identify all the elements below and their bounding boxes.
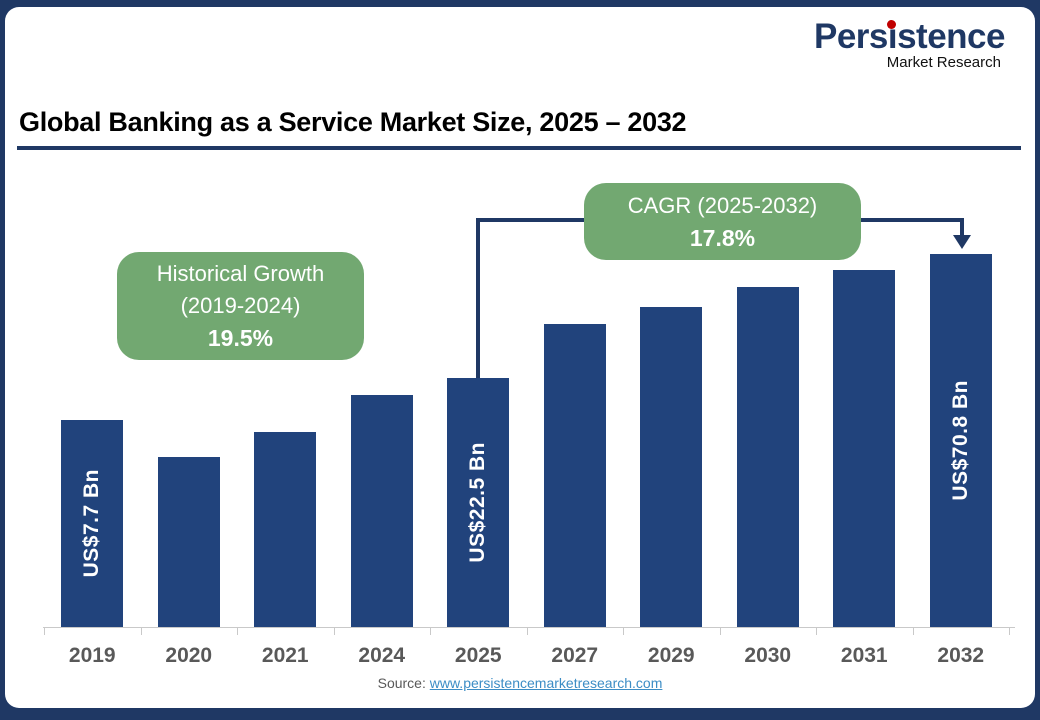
brand-subtitle: Market Research — [886, 54, 1001, 71]
historical-growth-value: 19.5% — [207, 325, 274, 351]
bar-value-label-2032: US$70.8 Bn — [948, 380, 972, 501]
x-tick-label-2024: 2024 — [358, 644, 406, 667]
source-link[interactable]: www.persistencemarketresearch.com — [429, 675, 663, 691]
cagr-callout: CAGR (2025-2032) 17.8% — [584, 183, 861, 260]
x-axis-tick — [430, 628, 431, 635]
x-axis-tick — [912, 628, 914, 635]
page-title: Global Banking as a Service Market Size,… — [19, 107, 687, 137]
x-tick-label-2031: 2031 — [840, 644, 888, 667]
plot-area: US$7.7 Bn 2019 2020 2021 2024 US$22.5 Bn 2025 2… — [5, 7, 1035, 708]
brand-name-text: Persistence — [813, 17, 1006, 56]
brand-logo: Persistence Market Research — [813, 17, 1006, 71]
title-underline — [17, 146, 1021, 150]
bar-value-label-2019: US$7.7 Bn — [80, 469, 104, 578]
bar-2025: US$22.5 Bn — [447, 378, 510, 627]
x-tick-label-2029: 2029 — [647, 644, 695, 667]
bar-2024 — [350, 395, 413, 627]
cagr-value: 17.8% — [689, 224, 756, 251]
x-axis-tick — [1009, 628, 1010, 635]
source-prefix: Source: — [377, 675, 426, 691]
x-tick-label-2032: 2032 — [937, 644, 985, 667]
historical-growth-line2: (2019-2024) — [180, 293, 301, 318]
x-axis-tick — [526, 628, 528, 635]
bar-2031 — [833, 270, 896, 627]
historical-growth-callout: Historical Growth (2019-2024) 19.5% — [117, 252, 364, 360]
historical-growth-line1: Historical Growth — [156, 261, 325, 286]
x-axis-tick — [140, 628, 142, 635]
bar-2027 — [543, 324, 606, 627]
bar-2019: US$7.7 Bn — [61, 420, 124, 627]
bar-2029 — [640, 307, 703, 627]
brand-name: Persistence — [813, 17, 1006, 56]
cagr-bracket-vertical-right — [960, 218, 964, 236]
bar-value-label-2025: US$22.5 Bn — [466, 442, 490, 563]
bar-2032: US$70.8 Bn — [929, 254, 992, 627]
cagr-bracket-vertical-left — [476, 218, 480, 378]
x-axis-tick — [237, 628, 238, 635]
infographic-body: Persistence Market Research Global Banki… — [5, 7, 1035, 708]
x-axis-tick — [816, 628, 817, 635]
x-axis-tick — [333, 628, 335, 635]
x-tick-label-2021: 2021 — [261, 644, 309, 667]
x-tick-label-2019: 2019 — [68, 644, 116, 667]
source-line: Source: www.persistencemarketresearch.co… — [5, 675, 1035, 691]
cagr-arrow-down-icon — [953, 235, 971, 249]
bar-2020 — [157, 457, 220, 627]
cagr-line1: CAGR (2025-2032) — [627, 192, 818, 218]
x-tick-label-2025: 2025 — [454, 644, 502, 667]
x-axis-tick — [623, 628, 624, 635]
brand-red-dot-icon — [886, 20, 896, 29]
bar-2030 — [736, 287, 799, 627]
x-tick-label-2020: 2020 — [165, 644, 213, 667]
x-axis-line — [43, 627, 1015, 628]
x-tick-label-2030: 2030 — [744, 644, 792, 667]
x-axis-tick — [719, 628, 721, 635]
x-axis-tick — [44, 628, 45, 635]
x-tick-label-2027: 2027 — [551, 644, 599, 667]
bar-2021 — [254, 432, 317, 627]
